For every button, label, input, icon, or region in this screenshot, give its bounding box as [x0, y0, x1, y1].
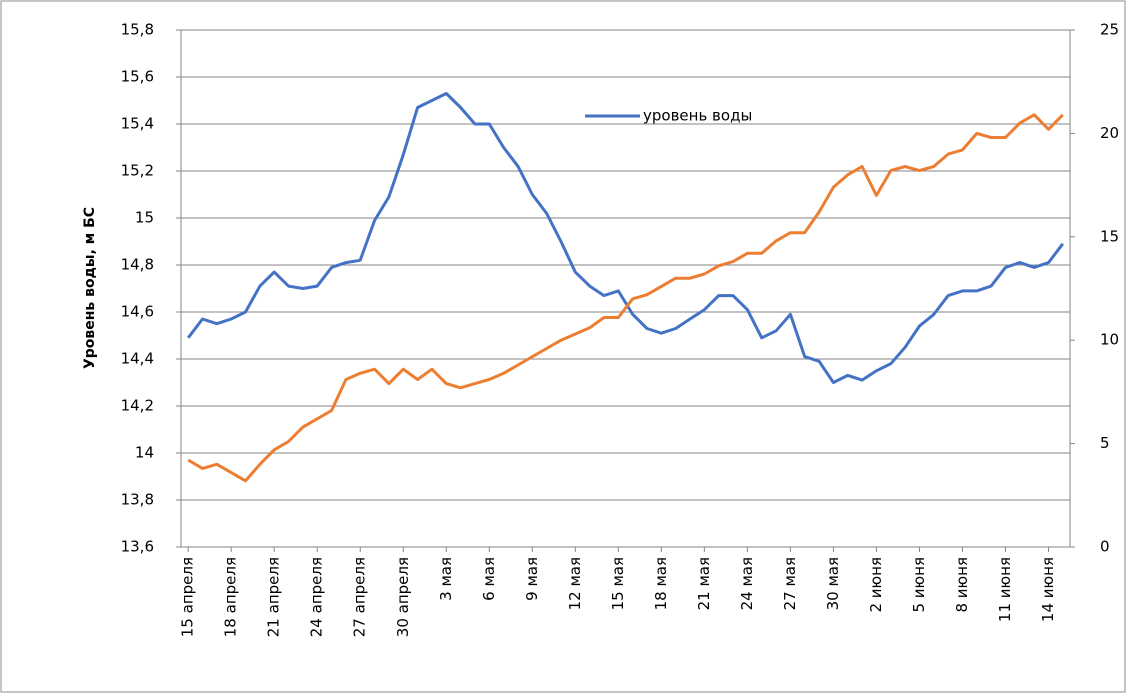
- y-tick-label: 14,2: [121, 397, 154, 415]
- y2-tick-label: 15: [1100, 227, 1119, 245]
- y-tick-label: 13,8: [121, 491, 154, 509]
- x-tick-label: 24 мая: [738, 557, 756, 610]
- x-tick-label: 21 апреля: [265, 557, 283, 637]
- y-tick-label: 15,8: [121, 21, 154, 39]
- y2-tick-label: 5: [1100, 434, 1110, 452]
- x-tick-label: 3 мая: [437, 557, 455, 601]
- x-tick-label: 30 мая: [824, 557, 842, 610]
- y2-tick-label: 10: [1100, 331, 1119, 349]
- y-axis-label: Уровень воды, м БС: [82, 207, 98, 369]
- y-tick-label: 13,6: [121, 538, 154, 556]
- y-tick-label: 14,4: [121, 350, 154, 368]
- y2-tick-label: 20: [1100, 124, 1119, 142]
- y-tick-label: 15,2: [121, 162, 154, 180]
- x-tick-label: 18 мая: [652, 557, 670, 610]
- x-tick-label: 2 июня: [867, 557, 885, 613]
- y-tick-label: 14,8: [121, 256, 154, 274]
- legend-label: уровень воды: [643, 107, 752, 125]
- x-tick-label: 15 мая: [609, 557, 627, 610]
- x-tick-label: 6 мая: [480, 557, 498, 601]
- x-tick-label: 8 июня: [953, 557, 971, 613]
- x-tick-label: 12 мая: [566, 557, 584, 610]
- y-tick-label: 15: [135, 209, 154, 227]
- x-tick-label: 14 июня: [1039, 557, 1057, 622]
- series-line: [187, 92, 1064, 384]
- x-tick-label: 27 апреля: [351, 557, 369, 637]
- y-tick-label: 15,6: [121, 68, 154, 86]
- x-tick-label: 15 апреля: [179, 557, 197, 637]
- x-tick-label: 30 апреля: [394, 557, 412, 637]
- x-tick-label: 11 июня: [996, 557, 1014, 622]
- y-tick-label: 14,6: [121, 303, 154, 321]
- y2-tick-label: 25: [1100, 21, 1119, 39]
- x-tick-label: 24 апреля: [308, 557, 326, 637]
- x-tick-label: 27 мая: [781, 557, 799, 610]
- x-tick-label: 21 мая: [695, 557, 713, 610]
- y-tick-label: 14: [135, 444, 154, 462]
- x-tick-label: 18 апреля: [222, 557, 240, 637]
- x-tick-label: 5 июня: [910, 557, 928, 613]
- x-tick-label: 9 мая: [523, 557, 541, 601]
- y2-tick-label: 0: [1100, 538, 1110, 556]
- y-tick-label: 15,4: [121, 115, 154, 133]
- series-line: [187, 113, 1064, 483]
